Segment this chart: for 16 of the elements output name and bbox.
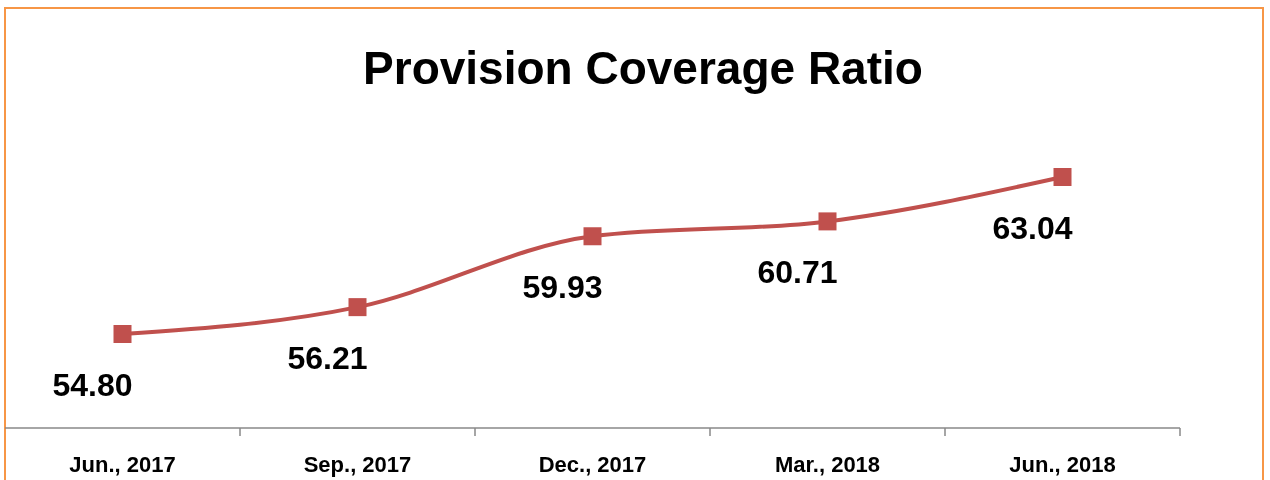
x-tick-label: Mar., 2018 [774, 452, 881, 477]
point [348, 298, 367, 317]
data-label: 54.80 [52, 367, 133, 403]
x-tick-label: Sep., 2017 [303, 452, 412, 477]
data-label: 63.04 [992, 210, 1073, 246]
data-label: 59.93 [522, 269, 603, 306]
point [1053, 168, 1072, 186]
x-tick-label: Jun., 2017 [69, 452, 176, 477]
point [583, 227, 602, 246]
point [113, 325, 132, 343]
point [818, 212, 837, 231]
x-tick-label: Dec., 2017 [538, 452, 647, 477]
x-tick-label: Jun., 2018 [1009, 452, 1116, 477]
chart-title: Provision Coverage Ratio [363, 42, 923, 94]
data-label: 60.71 [757, 254, 838, 291]
data-label: 56.21 [287, 340, 368, 377]
